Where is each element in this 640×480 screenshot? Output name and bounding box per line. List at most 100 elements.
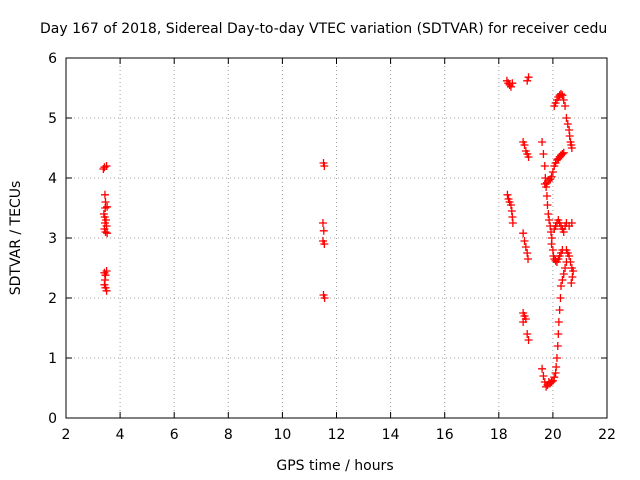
data-point bbox=[519, 229, 528, 238]
data-point bbox=[567, 144, 576, 152]
data-point bbox=[523, 330, 532, 338]
data-point bbox=[320, 240, 329, 248]
data-point bbox=[553, 342, 562, 350]
data-point bbox=[567, 219, 576, 227]
data-point bbox=[559, 270, 568, 278]
data-point bbox=[318, 219, 327, 227]
data-point bbox=[543, 201, 552, 209]
data-point bbox=[539, 150, 548, 158]
data-point bbox=[523, 76, 532, 85]
data-point bbox=[565, 132, 574, 140]
y-tick-label: 2 bbox=[48, 291, 57, 307]
data-points bbox=[99, 73, 578, 391]
x-tick-label: 8 bbox=[224, 427, 233, 443]
x-tick-label: 18 bbox=[490, 427, 508, 443]
data-point bbox=[320, 162, 329, 170]
x-tick-label: 14 bbox=[382, 427, 400, 443]
x-axis-ticks: 2 4 6 8 10 12 14 16 18 20 22 bbox=[62, 58, 616, 443]
y-tick-label: 0 bbox=[48, 411, 57, 427]
data-point bbox=[557, 282, 566, 290]
data-point bbox=[101, 228, 110, 236]
data-point bbox=[538, 138, 547, 146]
data-point bbox=[551, 369, 560, 377]
data-point bbox=[320, 294, 329, 302]
data-point bbox=[561, 102, 570, 110]
data-point bbox=[550, 373, 559, 382]
data-point bbox=[519, 318, 528, 326]
data-point bbox=[503, 190, 512, 199]
data-point bbox=[562, 258, 571, 266]
data-point bbox=[506, 82, 515, 91]
data-point bbox=[555, 306, 564, 314]
data-point bbox=[559, 148, 568, 157]
data-point bbox=[523, 249, 532, 257]
data-point bbox=[565, 252, 574, 260]
data-point bbox=[554, 330, 563, 338]
data-point bbox=[561, 264, 570, 272]
data-point bbox=[538, 364, 547, 373]
data-point bbox=[563, 120, 572, 128]
x-tick-label: 12 bbox=[328, 427, 346, 443]
x-tick-label: 2 bbox=[62, 427, 71, 443]
data-point bbox=[556, 294, 565, 302]
y-tick-label: 6 bbox=[48, 51, 57, 67]
data-point bbox=[319, 226, 328, 235]
data-point bbox=[103, 229, 112, 238]
data-point bbox=[545, 216, 554, 224]
data-point bbox=[559, 228, 568, 236]
data-point bbox=[558, 150, 567, 158]
data-point bbox=[568, 273, 577, 281]
data-point bbox=[542, 382, 551, 391]
y-tick-label: 5 bbox=[48, 111, 57, 127]
data-point bbox=[102, 286, 111, 295]
data-point bbox=[508, 219, 517, 227]
grid-lines bbox=[66, 58, 607, 418]
data-point bbox=[562, 114, 571, 122]
x-tick-label: 6 bbox=[170, 427, 179, 443]
data-point bbox=[559, 96, 568, 104]
data-point bbox=[569, 267, 578, 275]
data-point bbox=[100, 190, 109, 199]
data-point bbox=[539, 372, 548, 380]
data-point bbox=[567, 279, 576, 287]
data-point bbox=[520, 141, 529, 149]
y-tick-label: 1 bbox=[48, 351, 57, 367]
data-point bbox=[547, 172, 556, 181]
data-point bbox=[558, 276, 567, 284]
data-point bbox=[524, 73, 533, 82]
data-point bbox=[524, 255, 533, 263]
data-point bbox=[548, 168, 557, 176]
data-point bbox=[544, 177, 553, 185]
data-point bbox=[103, 202, 112, 211]
x-tick-label: 20 bbox=[544, 427, 562, 443]
data-point bbox=[520, 237, 529, 245]
data-point bbox=[540, 378, 549, 386]
x-tick-label: 16 bbox=[436, 427, 454, 443]
x-tick-label: 22 bbox=[598, 427, 616, 443]
data-point bbox=[102, 267, 111, 275]
x-axis-label: GPS time / hours bbox=[276, 458, 393, 474]
data-point bbox=[547, 240, 556, 248]
data-point bbox=[557, 90, 566, 98]
y-axis-label: SDTVAR / TECUs bbox=[8, 181, 24, 296]
data-point bbox=[542, 192, 551, 200]
y-tick-label: 3 bbox=[48, 231, 57, 247]
data-point bbox=[544, 210, 553, 218]
data-point bbox=[540, 162, 549, 170]
data-point bbox=[506, 201, 515, 209]
data-point bbox=[554, 318, 563, 326]
data-point bbox=[521, 243, 530, 251]
data-point bbox=[524, 336, 533, 344]
x-tick-label: 4 bbox=[116, 427, 125, 443]
y-tick-label: 4 bbox=[48, 171, 57, 187]
x-tick-label: 10 bbox=[273, 427, 291, 443]
chart-title: Day 167 of 2018, Sidereal Day-to-day VTE… bbox=[40, 21, 607, 37]
data-point bbox=[102, 162, 111, 170]
data-point bbox=[508, 79, 517, 88]
data-point bbox=[552, 354, 561, 362]
data-point bbox=[558, 91, 567, 100]
y-axis-ticks: 0 1 2 3 4 5 6 bbox=[48, 51, 607, 427]
data-point bbox=[101, 204, 110, 212]
data-point bbox=[524, 153, 533, 161]
